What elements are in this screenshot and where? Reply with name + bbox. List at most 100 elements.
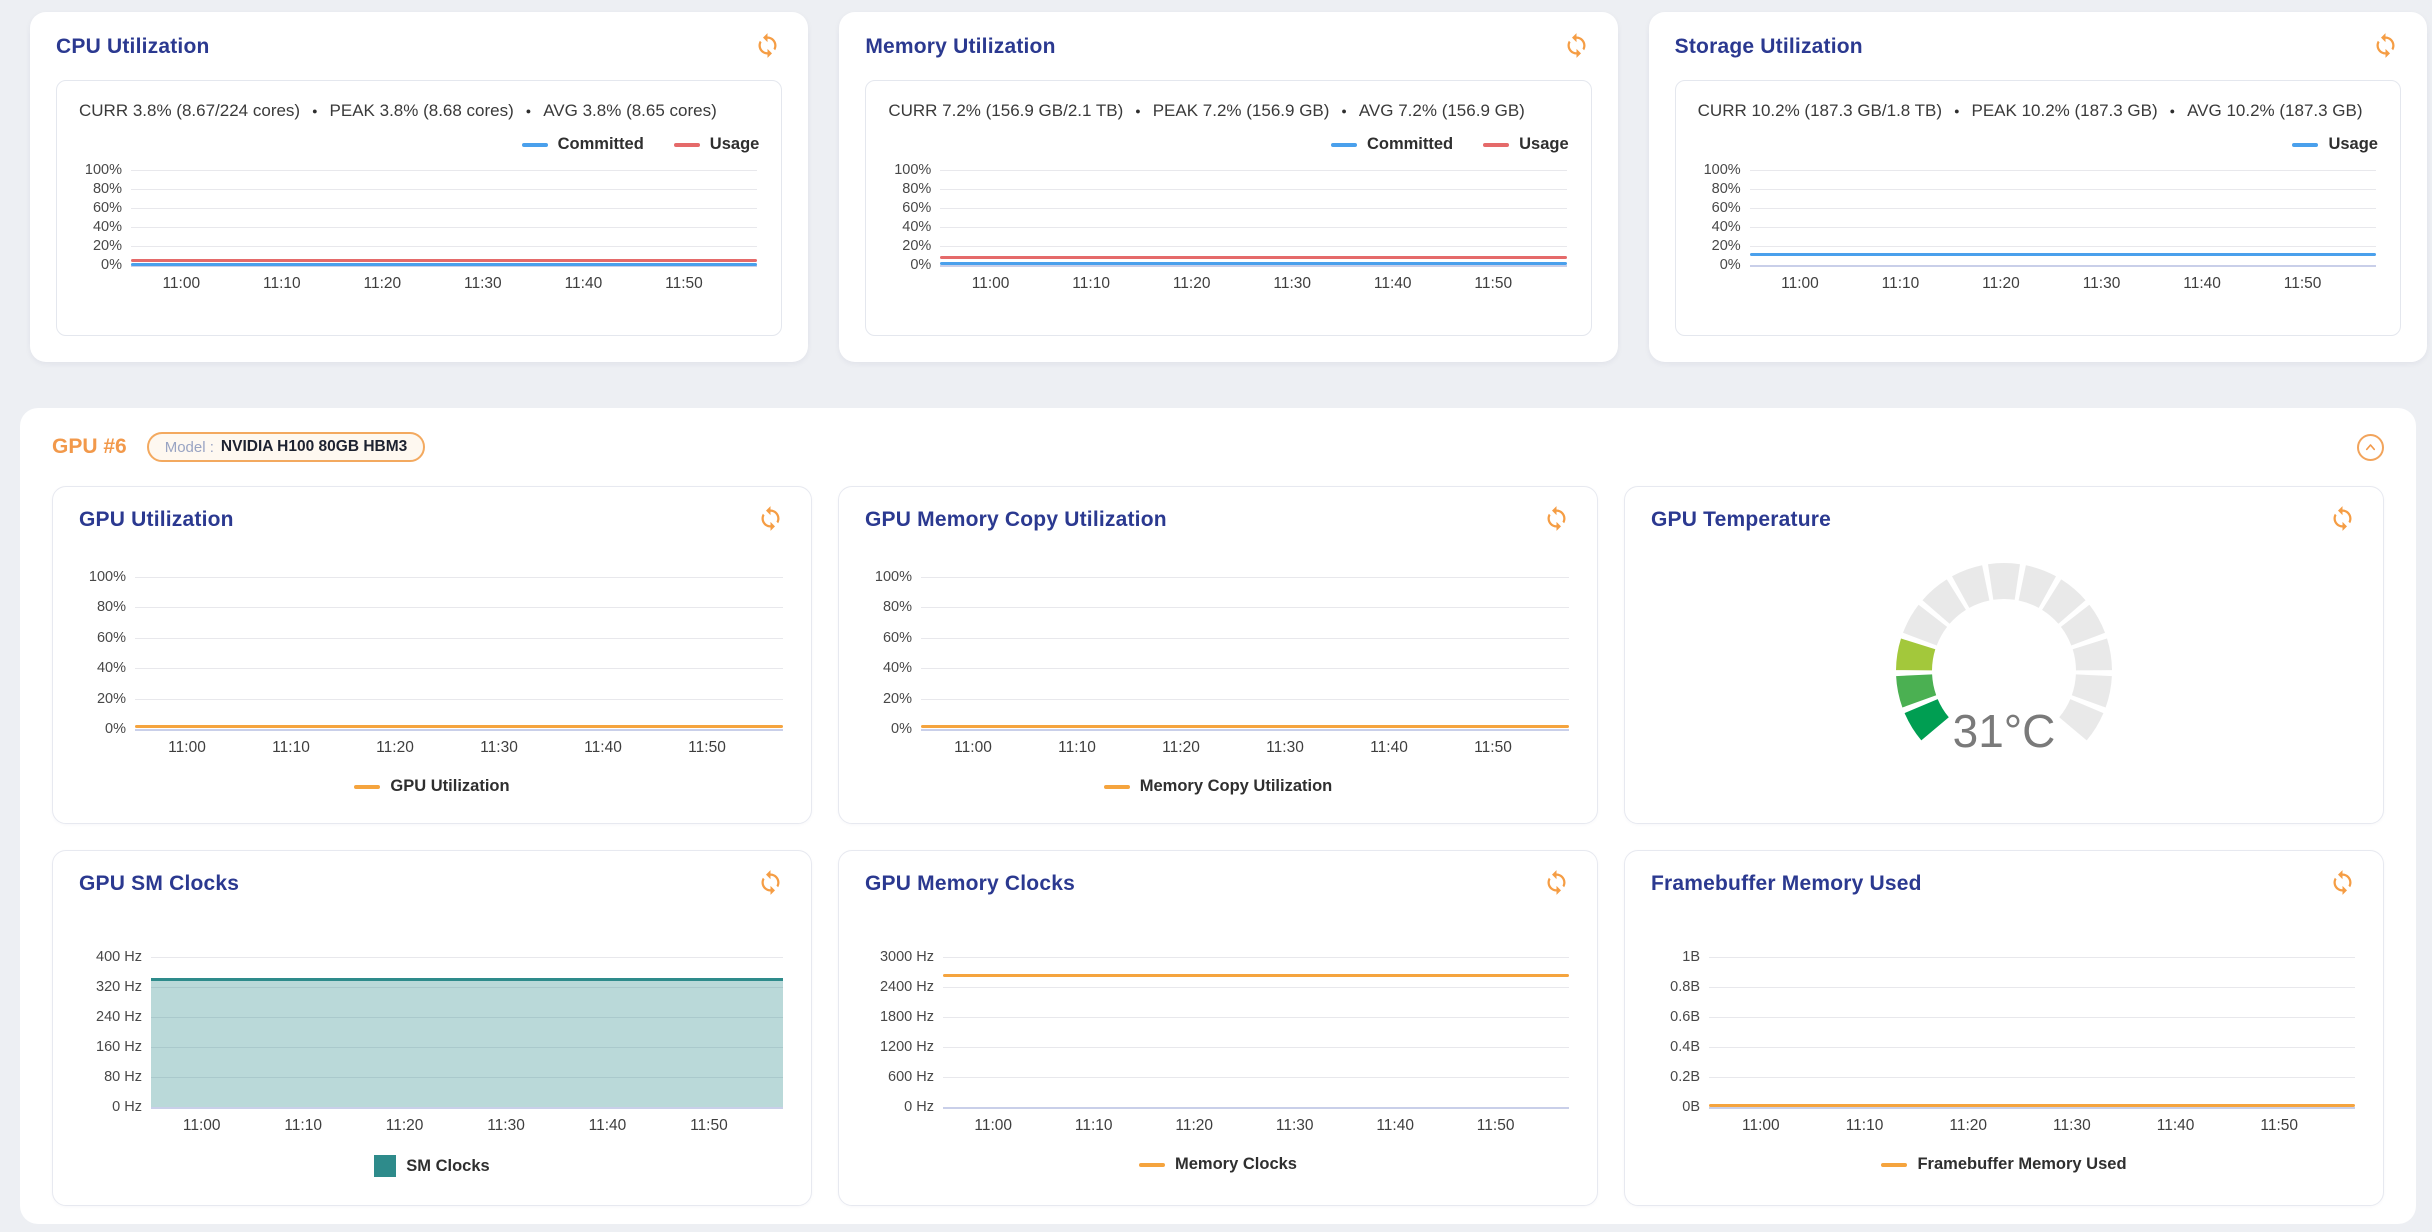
- x-tick-label: 11:20: [1162, 739, 1200, 756]
- refresh-button[interactable]: [1541, 505, 1571, 535]
- refresh-button[interactable]: [755, 505, 785, 535]
- legend-item[interactable]: Usage: [2292, 135, 2378, 154]
- collapse-section-button[interactable]: [2357, 433, 2384, 461]
- gridline: [135, 607, 783, 609]
- plot-area: 1B 0.8B 0.6B 0.4B 0.2B 0B: [1670, 949, 2355, 1115]
- y-tick-label: 20%: [92, 238, 122, 254]
- x-axis: 11:00 11:10 11:20 11:30 11:40 11:50: [135, 739, 785, 761]
- y-tick-label: 60%: [1711, 200, 1741, 216]
- x-tick-label: 11:20: [385, 1117, 424, 1134]
- y-tick-label: 0%: [101, 257, 122, 273]
- gpu-section-title: GPU #6: [52, 435, 127, 458]
- gridline: [151, 1077, 783, 1078]
- refresh-button[interactable]: [2371, 32, 2401, 62]
- refresh-icon: [758, 33, 777, 58]
- gridline: [940, 265, 1567, 267]
- plot-area: 100% 80% 60% 40% 20% 0%: [875, 569, 1569, 737]
- series-line: [135, 725, 783, 729]
- y-tick-label: 0 Hz: [904, 1099, 934, 1115]
- legend-item[interactable]: Memory Copy Utilization: [1103, 777, 1332, 796]
- gpu-section: GPU #6 Model : NVIDIA H100 80GB HBM3 GPU…: [20, 408, 2416, 1224]
- legend-item[interactable]: Committed: [1330, 135, 1453, 154]
- legend-item[interactable]: Committed: [521, 135, 644, 154]
- refresh-button[interactable]: [752, 32, 782, 62]
- panel-title: GPU Memory Copy Utilization: [865, 508, 1167, 531]
- y-tick-label: 80%: [882, 599, 912, 616]
- refresh-button[interactable]: [1541, 869, 1571, 899]
- x-tick-label: 11:30: [464, 275, 502, 292]
- gridline: [921, 698, 1569, 700]
- x-axis: 11:00 11:10 11:20 11:30 11:40 11:50: [151, 1117, 785, 1139]
- chart-card: CURR 3.8% (8.67/224 cores) ● PEAK 3.8% (8.…: [56, 80, 783, 336]
- x-tick-label: 11:50: [1474, 275, 1513, 292]
- x-tick-label: 11:40: [564, 275, 603, 292]
- refresh-button[interactable]: [1562, 32, 1592, 62]
- gridline: [131, 246, 758, 247]
- panel-gpu-memory-copy-utilization: GPU Memory Copy Utilization 100% 80% 60% 40…: [838, 486, 1598, 824]
- legend-swatch: [1139, 1162, 1166, 1167]
- panel-header: GPU Temperature: [1651, 505, 2357, 535]
- x-tick-label: 11:10: [1881, 275, 1920, 292]
- legend-label: GPU Utilization: [390, 777, 510, 795]
- chart-legend: Committed Usage: [888, 135, 1569, 154]
- refresh-button[interactable]: [2327, 869, 2357, 899]
- panel-cpu-utilization: CPU Utilization CURR 3.8% (8.67/224 core…: [30, 12, 809, 362]
- x-tick-label: 11:40: [2183, 275, 2221, 292]
- series-line: [940, 256, 1567, 260]
- x-tick-label: 11:00: [954, 739, 992, 756]
- stat-text: CURR 7.2% (156.9 GB/2.1 TB): [888, 101, 1124, 120]
- legend-item[interactable]: Framebuffer Memory Used: [1881, 1155, 2127, 1174]
- y-tick-label: 40%: [1711, 219, 1741, 235]
- legend-item[interactable]: GPU Utilization: [354, 777, 510, 796]
- gridline: [1709, 1017, 2355, 1018]
- x-tick-label: 11:00: [162, 275, 201, 292]
- legend-item[interactable]: Memory Clocks: [1139, 1155, 1297, 1174]
- x-tick-label: 11:50: [1476, 1117, 1515, 1134]
- refresh-icon: [761, 870, 779, 895]
- x-tick-label: 11:00: [974, 1117, 1013, 1134]
- panel-header: GPU Utilization: [79, 505, 785, 535]
- refresh-icon: [2333, 870, 2351, 895]
- gridline: [943, 1047, 1569, 1048]
- y-tick-label: 0 Hz: [112, 1099, 142, 1115]
- legend-swatch: [354, 784, 381, 789]
- legend-item[interactable]: Usage: [673, 135, 759, 154]
- y-tick-label: 3000 Hz: [879, 949, 934, 965]
- x-tick-label: 11:20: [1175, 1117, 1214, 1134]
- stat-text: AVG 10.2% (187.3 GB): [2187, 101, 2363, 120]
- gpu-utilization-chart: 100% 80% 60% 40% 20% 0% 11:00 11:10 11:20 11:30 11…: [79, 569, 785, 796]
- plot-area: 100% 80% 60% 40% 20% 0%: [894, 162, 1567, 273]
- y-tick-label: 0.8B: [1670, 979, 1700, 995]
- y-tick-label: 20%: [1711, 238, 1741, 254]
- chart-legend: Committed Usage: [79, 135, 759, 154]
- chart-card: CURR 7.2% (156.9 GB/2.1 TB) ● PEAK 7.2% (1…: [865, 80, 1592, 336]
- series-line: [131, 259, 758, 263]
- gridline: [943, 1017, 1569, 1018]
- gauge-segment: [1988, 563, 2020, 600]
- series-line: [131, 262, 758, 266]
- gridline: [1749, 170, 2376, 171]
- legend-item[interactable]: Usage: [1483, 135, 1569, 154]
- stat-text: AVG 3.8% (8.65 cores): [543, 101, 717, 120]
- y-tick-label: 80%: [96, 599, 126, 616]
- y-tick-label: 80%: [1711, 181, 1741, 197]
- stat-text: CURR 3.8% (8.67/224 cores): [79, 101, 301, 120]
- legend-swatch: [1881, 1162, 1908, 1167]
- legend-item[interactable]: SM Clocks: [374, 1155, 490, 1177]
- y-tick-label: 20%: [882, 690, 912, 707]
- refresh-button[interactable]: [755, 869, 785, 899]
- legend-label: Memory Clocks: [1175, 1155, 1297, 1173]
- panel-gpu-sm-clocks: GPU SM Clocks 400 Hz 320 Hz 240 Hz 160 Hz 80…: [52, 850, 812, 1206]
- gridline: [131, 170, 758, 171]
- gauge-value-label: 31°C: [1953, 705, 2056, 757]
- y-tick-label: 80%: [902, 181, 932, 197]
- legend-swatch: [2292, 142, 2319, 147]
- stats-row: CURR 3.8% (8.67/224 cores) ● PEAK 3.8% (8.…: [79, 101, 759, 121]
- x-tick-label: 11:40: [588, 1117, 627, 1134]
- chart-legend: SM Clocks: [79, 1155, 785, 1177]
- y-tick-label: 40%: [92, 219, 122, 235]
- panel-framebuffer-memory-used: Framebuffer Memory Used 1B 0.8B 0.6B 0.4B 0.…: [1624, 850, 2384, 1206]
- x-tick-label: 11:50: [688, 739, 726, 756]
- refresh-button[interactable]: [2327, 505, 2357, 535]
- x-tick-label: 11:30: [487, 1117, 525, 1134]
